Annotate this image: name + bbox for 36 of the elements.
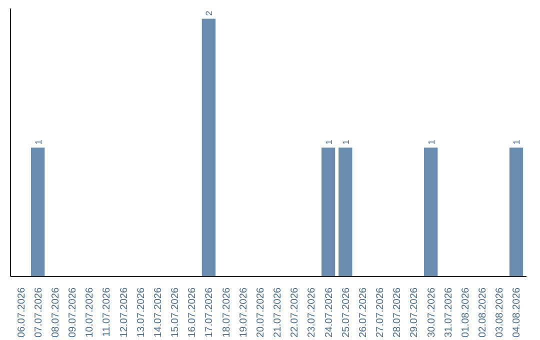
x-tick-label: 28.07.2026 (392, 287, 404, 338)
x-tick-label: 16.07.2026 (187, 287, 198, 338)
data-label: 1 (33, 140, 44, 145)
x-tick-label: 25.07.2026 (340, 287, 352, 338)
x-tick-label: 04.08.2026 (512, 287, 523, 338)
x-tick-label: 06.07.2026 (16, 287, 28, 338)
data-label: 1 (512, 140, 522, 145)
data-label: 2 (204, 10, 214, 16)
x-tick-label: 23.07.2026 (306, 287, 318, 338)
x-tick-label: 03.08.2026 (494, 287, 506, 338)
x-tick-label: 12.07.2026 (118, 287, 130, 338)
x-tick-label: 29.07.2026 (409, 287, 420, 338)
x-tick-label: 20.07.2026 (255, 287, 266, 338)
x-tick-label: 30.07.2026 (426, 287, 438, 338)
x-tick-label: 13.07.2026 (136, 287, 147, 338)
x-tick-label: 24.07.2026 (324, 287, 335, 338)
x-tick-label: 14.07.2026 (152, 287, 164, 338)
x-tick-label: 10.07.2026 (84, 287, 96, 338)
x-tick-label: 01.08.2026 (460, 287, 472, 338)
x-tick-label: 11.07.2026 (102, 287, 113, 337)
x-tick-label: 09.07.2026 (68, 287, 79, 338)
x-tick-label: 21.07.2026 (272, 287, 284, 338)
data-label: 1 (324, 140, 334, 145)
x-tick-label: 17.07.2026 (204, 287, 216, 338)
x-tick-label: 22.07.2026 (290, 287, 301, 338)
x-tick-label: 08.07.2026 (50, 287, 62, 338)
x-tick-label: 02.08.2026 (478, 287, 489, 338)
x-tick-label: 07.07.2026 (33, 287, 44, 338)
x-tick-label: 31.07.2026 (443, 287, 454, 338)
data-label: 1 (426, 140, 436, 145)
x-tick-label: 26.07.2026 (358, 287, 369, 338)
data-label: 1 (340, 140, 351, 145)
x-tick-label: 15.07.2026 (170, 287, 182, 338)
x-tick-label: 19.07.2026 (238, 287, 250, 338)
x-tick-label: 18.07.2026 (221, 287, 232, 338)
x-tick-label: 27.07.2026 (375, 287, 386, 338)
